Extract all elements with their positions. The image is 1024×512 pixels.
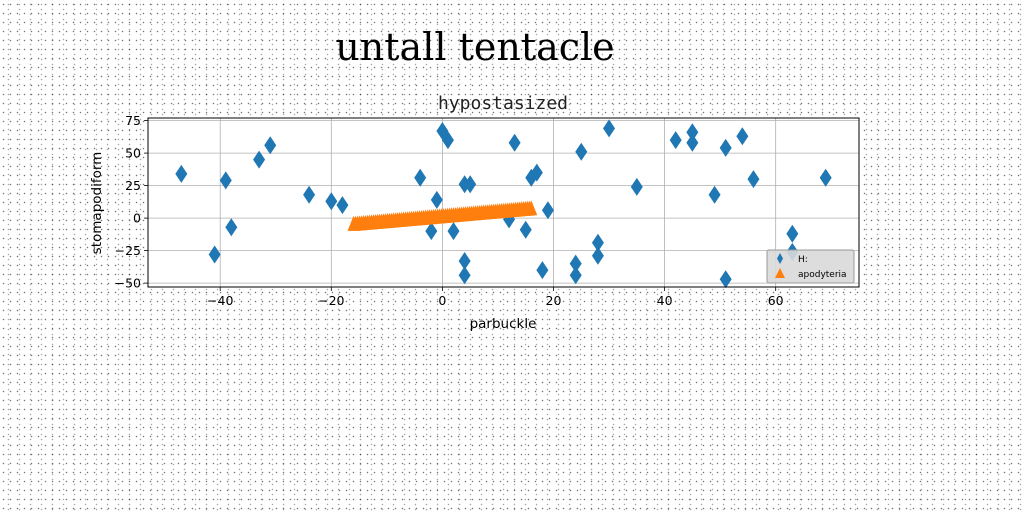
data-point-h [569, 266, 582, 285]
data-point-h [208, 245, 221, 264]
data-point-h [225, 218, 238, 237]
data-point-h [430, 190, 443, 209]
data-point-h [508, 133, 521, 152]
x-axis-label: parbuckle [470, 316, 537, 332]
x-tick-label: 0 [438, 293, 446, 308]
legend-box [766, 249, 855, 284]
data-point-h [458, 252, 471, 270]
data-point-apodyteria [525, 200, 538, 216]
x-tick-label: −20 [318, 293, 344, 308]
legend-label-apodyteria: apodyteria [798, 270, 847, 280]
y-tick-label: 50 [125, 146, 141, 161]
data-point-h [336, 196, 349, 215]
data-point-h [786, 224, 799, 243]
data-point-h [175, 164, 188, 183]
data-point-h [264, 136, 277, 155]
data-point-h [530, 163, 543, 182]
data-point-h [325, 192, 338, 211]
data-point-h [541, 201, 554, 220]
y-tick-label: −50 [115, 276, 141, 291]
y-axis-label: stomapodiform [89, 152, 105, 255]
data-point-h [669, 131, 682, 150]
y-tick-label: 0 [133, 211, 141, 226]
data-point-h [708, 185, 721, 204]
data-point-h [747, 170, 760, 189]
data-point-h [575, 142, 588, 161]
data-point-h [447, 222, 460, 241]
data-point-h [591, 233, 604, 252]
legend-marker-apodyteria [775, 268, 785, 278]
data-point-h [441, 131, 454, 150]
y-tick-label: −25 [115, 243, 141, 258]
x-axis-ticks: −40 −20 0 20 40 60 [207, 287, 784, 308]
data-point-h [591, 246, 604, 265]
data-point-h [719, 138, 732, 157]
data-point-h [736, 127, 749, 146]
series-apodyteria [347, 200, 538, 231]
data-point-h [303, 185, 316, 204]
data-point-h [569, 254, 582, 273]
x-tick-label: 40 [657, 293, 673, 308]
axes-frame [147, 117, 860, 288]
data-point-h [719, 270, 732, 289]
axes-title: hypostasized [438, 93, 568, 114]
data-point-h [219, 171, 232, 190]
data-point-h [686, 123, 699, 142]
x-tick-label: −40 [207, 293, 233, 308]
data-point-h [686, 133, 699, 152]
y-tick-label: 75 [125, 113, 141, 128]
data-point-h [458, 266, 471, 285]
data-point-h [536, 261, 549, 280]
data-point-h [630, 177, 643, 196]
x-tick-label: 20 [546, 293, 562, 308]
plot-area [148, 118, 859, 287]
data-point-h [425, 222, 438, 241]
legend-label-h: H: [798, 255, 808, 265]
series-h [175, 119, 832, 289]
data-point-h [464, 175, 477, 194]
legend-marker-h [777, 253, 783, 264]
y-axis-ticks: −50 −25 0 25 50 75 [115, 113, 148, 291]
y-tick-label: 25 [125, 178, 141, 193]
data-point-h [253, 150, 266, 169]
legend: H: apodyteria [766, 249, 855, 284]
data-point-h [414, 168, 427, 187]
data-point-h [519, 220, 532, 239]
x-tick-label: 60 [768, 293, 784, 308]
figure-suptitle: untall tentacle [335, 25, 614, 69]
data-point-h [603, 119, 616, 138]
data-point-h [819, 168, 832, 187]
